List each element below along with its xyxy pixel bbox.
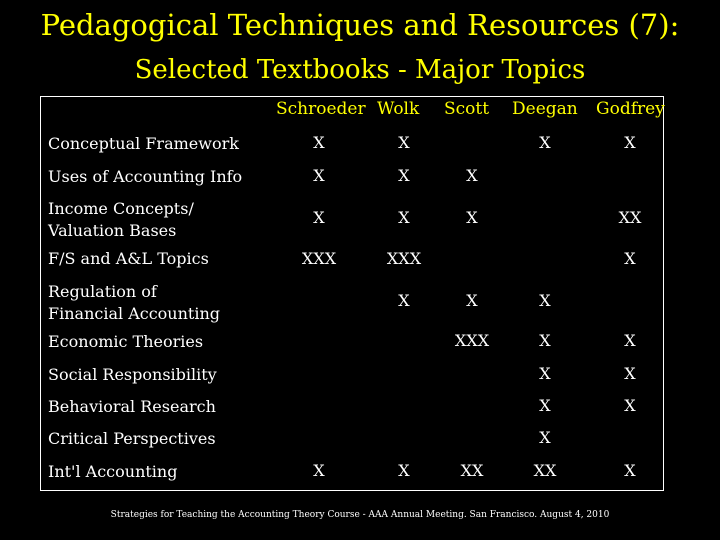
row-label: Financial Accounting (48, 304, 220, 323)
column-header-deegan: Deegan (512, 99, 578, 119)
row-label: Income Concepts/ (48, 199, 194, 218)
table-cell: X (398, 461, 410, 480)
table-cell: X (539, 291, 551, 310)
table-cell: X (398, 291, 410, 310)
table-cell: X (466, 166, 478, 185)
row-label: Economic Theories (48, 332, 204, 351)
row-label: Uses of Accounting Info (48, 167, 243, 186)
table-cell: X (624, 249, 636, 268)
row-label: Behavioral Research (48, 397, 216, 416)
column-header-scott: Scott (444, 99, 490, 119)
table-cell: X (466, 291, 478, 310)
table-cell: X (539, 364, 551, 383)
row-label: Int'l Accounting (48, 462, 178, 481)
row-label: Social Responsibility (48, 365, 217, 384)
table-cell: X (539, 396, 551, 415)
table-cell: X (539, 133, 551, 152)
table-cell: X (313, 133, 325, 152)
table-cell: X (466, 208, 478, 227)
table-cell: XXX (386, 249, 422, 268)
table-cell: X (398, 133, 410, 152)
table-cell: X (624, 461, 636, 480)
row-label: Regulation of (48, 282, 157, 301)
table-cell: X (313, 461, 325, 480)
table-cell: X (539, 428, 551, 447)
table-cell: X (398, 166, 410, 185)
column-header-godfrey: Godfrey (596, 99, 665, 119)
row-label: Conceptual Framework (48, 134, 239, 153)
table-cell: XXX (454, 331, 490, 350)
slide-title: Pedagogical Techniques and Resources (7)… (40, 8, 680, 42)
topics-table (40, 96, 664, 491)
slide-subtitle: Selected Textbooks - Major Topics (134, 55, 586, 85)
table-cell: X (539, 331, 551, 350)
table-cell: XX (460, 461, 484, 480)
table-cell: XXX (301, 249, 337, 268)
slide-footer: Strategies for Teaching the Accounting T… (110, 510, 610, 520)
table-cell: X (313, 208, 325, 227)
row-label: Valuation Bases (48, 221, 177, 240)
table-cell: X (313, 166, 325, 185)
table-cell: X (624, 396, 636, 415)
table-cell: X (624, 133, 636, 152)
row-label: F/S and A&L Topics (48, 249, 209, 268)
table-cell: X (398, 208, 410, 227)
column-header-wolk: Wolk (377, 99, 420, 119)
table-cell: X (624, 364, 636, 383)
row-label: Critical Perspectives (48, 429, 216, 448)
column-header-schroeder: Schroeder (276, 99, 366, 119)
table-cell: X (624, 331, 636, 350)
table-cell: XX (533, 461, 557, 480)
table-cell: XX (618, 208, 642, 227)
